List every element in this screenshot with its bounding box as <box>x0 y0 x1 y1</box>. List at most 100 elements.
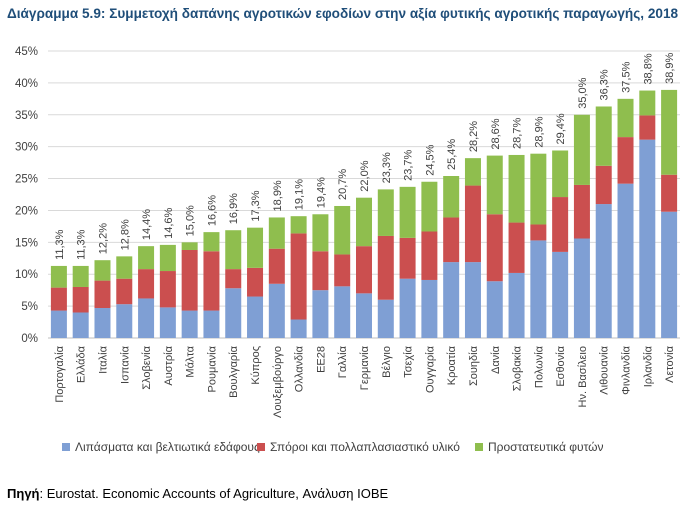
x-tick-label: Σλοβενία <box>141 345 153 389</box>
bar-segment <box>72 265 89 287</box>
total-value-label: 25,4% <box>446 139 458 170</box>
bar-segment <box>94 280 111 309</box>
bar-segment <box>421 231 438 280</box>
bar-segment <box>552 251 569 338</box>
bar-segment <box>116 256 133 279</box>
bar-segment <box>486 155 503 215</box>
bar-segment <box>290 233 307 320</box>
source-label: Πηγή <box>7 486 40 501</box>
total-labels: 11,3% 11,3% 12,2% 12,8% 14,4% 14,6% 15,0% 16,6%… <box>54 52 676 259</box>
total-value-label: 28,2% <box>468 121 480 152</box>
source-text: : Eurostat. Economic Accounts of Agricul… <box>39 486 389 501</box>
legend-label: Προστατευτικά φυτών <box>488 440 604 454</box>
y-tick-label: 40% <box>15 78 38 90</box>
bar-segment <box>181 249 198 311</box>
bar-segment <box>334 254 351 287</box>
total-value-label: 29,4% <box>555 113 567 144</box>
x-tick-label: Πολωνία <box>533 345 545 388</box>
bar-segment <box>573 114 590 185</box>
bar-segment <box>443 176 460 218</box>
x-tick-label: Κροατία <box>446 345 458 385</box>
total-value-label: 17,3% <box>250 190 262 221</box>
y-tick-label: 20% <box>15 205 38 217</box>
bar-segment <box>508 222 525 273</box>
legend: Λιπάσματα και βελτιωτικά εδάφους Σπόροι κ… <box>62 440 604 454</box>
x-tick-label: Ρουμανία <box>206 345 218 392</box>
bar-segment <box>203 232 220 252</box>
y-tick-label: 30% <box>15 142 38 154</box>
bar-segment <box>464 185 481 263</box>
bar-segment <box>50 310 67 338</box>
bar-segment <box>399 237 416 279</box>
x-axis-ticks: Πορτογαλία Ελλάδα Ιταλία Ισπανία Σλοβενία Αυσ… <box>54 345 676 418</box>
total-value-label: 12,2% <box>97 223 109 254</box>
bar-segment <box>530 153 547 225</box>
bar-segment <box>530 224 547 241</box>
bar-segment <box>50 287 67 311</box>
bar-segment <box>508 272 525 338</box>
bar-segment <box>595 106 612 166</box>
total-value-label: 36,3% <box>599 69 611 100</box>
bar-segment <box>443 262 460 338</box>
x-tick-label: Ουγγαρία <box>424 345 436 393</box>
bar-segment <box>661 89 678 175</box>
total-value-label: 24,5% <box>424 144 436 175</box>
x-tick-label: Ιρλανδία <box>642 345 654 387</box>
bar-segment <box>573 238 590 338</box>
bar-segment <box>159 307 176 338</box>
total-value-label: 11,3% <box>76 229 88 260</box>
x-tick-label: Βέλγιο <box>381 346 393 378</box>
x-tick-label: Λετονία <box>664 345 676 383</box>
total-value-label: 38,9% <box>664 52 676 83</box>
bar-segment <box>247 267 264 297</box>
bar-segment <box>639 139 656 338</box>
total-value-label: 11,3% <box>54 229 66 260</box>
y-tick-label: 35% <box>15 110 38 122</box>
x-tick-label: Λιθουανία <box>599 345 611 394</box>
source-note: Πηγή: Eurostat. Economic Accounts of Agr… <box>7 486 388 501</box>
bar-segment <box>595 165 612 205</box>
chart-title: Διάγραμμα 5.9: Συμμετοχή δαπάνης αγροτικ… <box>7 6 679 21</box>
bar-segment <box>486 281 503 338</box>
bar-segment <box>138 298 155 338</box>
bar-segment <box>225 288 242 338</box>
x-tick-label: Λουξεμβούργο <box>272 346 284 418</box>
x-tick-label: Γερμανία <box>359 345 371 390</box>
bar-segment <box>399 186 416 238</box>
bar-segment <box>464 158 481 186</box>
total-value-label: 16,6% <box>206 195 218 226</box>
bar-segment <box>72 286 89 313</box>
x-tick-label: Φινλανδία <box>621 345 633 394</box>
x-tick-label: Πορτογαλία <box>54 345 66 402</box>
y-tick-label: 45% <box>15 46 38 58</box>
bar-segment <box>377 235 394 300</box>
legend-label: Λιπάσματα και βελτιωτικά εδάφους <box>75 440 260 454</box>
total-value-label: 14,6% <box>163 207 175 238</box>
bar-segment <box>50 265 67 288</box>
bars <box>50 89 678 338</box>
bar-segment <box>181 310 198 338</box>
bar-segment <box>72 312 89 338</box>
x-tick-label: Ελλάδα <box>76 345 88 383</box>
bar-segment <box>377 189 394 236</box>
x-tick-label: ΕΕ28 <box>315 346 327 373</box>
x-tick-label: Εσθονία <box>555 345 567 386</box>
x-tick-label: Κύπρος <box>250 346 262 385</box>
x-tick-label: Μάλτα <box>185 345 197 377</box>
x-tick-label: Τσεχία <box>403 345 415 377</box>
total-value-label: 35,0% <box>577 77 589 108</box>
bar-segment <box>573 184 590 239</box>
bar-segment <box>94 308 111 338</box>
x-tick-label: Δανία <box>490 345 502 374</box>
bar-segment <box>94 260 111 281</box>
total-value-label: 28,9% <box>533 116 545 147</box>
bar-segment <box>290 216 307 234</box>
y-tick-label: 15% <box>15 237 38 249</box>
total-value-label: 12,8% <box>119 219 131 250</box>
bar-segment <box>312 214 329 252</box>
bar-segment <box>290 319 307 338</box>
bar-segment <box>356 293 372 338</box>
y-tick-label: 25% <box>15 174 38 186</box>
bar-segment <box>464 262 481 338</box>
